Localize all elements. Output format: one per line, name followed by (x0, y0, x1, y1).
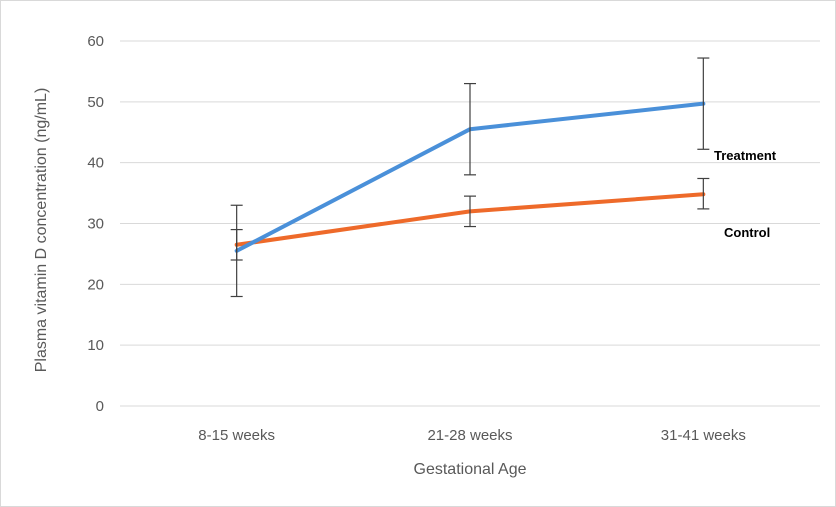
y-tick-label: 30 (87, 216, 104, 233)
error-bar-treatment (697, 57, 710, 150)
error-bar-control (464, 195, 476, 228)
x-tick-label: 31-41 weeks (661, 427, 746, 444)
series-label-control: Control (724, 225, 770, 240)
series-labels: Treatment Control (714, 148, 777, 240)
error-bars (230, 57, 710, 298)
x-axis-title: Gestational Age (414, 461, 527, 478)
y-axis-title: Plasma vitamin D concentration (ng/mL) (33, 88, 50, 373)
series-label-treatment: Treatment (714, 148, 777, 163)
error-bar-control (230, 228, 243, 261)
y-tick-label: 20 (87, 276, 104, 293)
error-bar-control (697, 177, 710, 210)
x-axis-ticks: 8-15 weeks 21-28 weeks 31-41 weeks (198, 427, 746, 444)
x-tick-label: 8-15 weeks (198, 427, 275, 444)
y-axis-ticks: 0 10 20 30 40 50 60 (87, 33, 104, 415)
y-tick-label: 40 (87, 155, 104, 172)
y-tick-label: 50 (87, 94, 104, 111)
x-tick-label: 21-28 weeks (427, 427, 512, 444)
error-bar-treatment (464, 82, 476, 176)
y-tick-label: 0 (96, 398, 104, 415)
y-tick-label: 10 (87, 337, 104, 354)
y-tick-label: 60 (87, 33, 104, 50)
